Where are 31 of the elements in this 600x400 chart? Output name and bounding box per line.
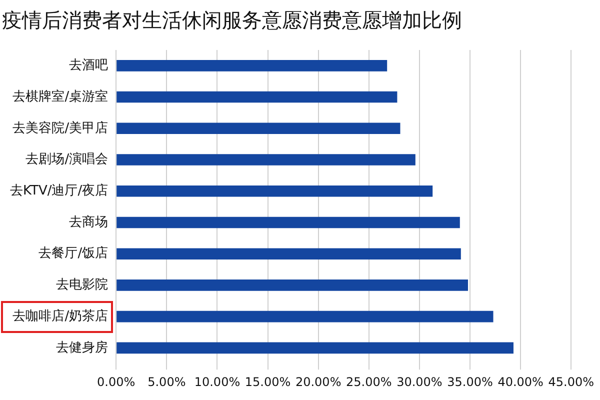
x-tick-label: 10.00%	[194, 374, 240, 389]
y-tick-label: 去电影院	[56, 278, 108, 293]
bar	[116, 342, 514, 354]
y-tick-label: 去健身房	[56, 339, 108, 356]
x-tick-label: 5.00%	[148, 374, 186, 389]
bar	[116, 185, 433, 197]
bar	[116, 154, 416, 166]
x-tick-label: 25.00%	[346, 374, 392, 389]
chart-title: 疫情后消费者对生活休闲服务意愿消费意愿增加比例	[2, 8, 462, 32]
y-tick-label: 去棋牌室/桌游室	[12, 88, 108, 104]
y-tick-label: 去餐厅/饭店	[38, 245, 108, 262]
x-tick-label: 35.00%	[447, 374, 493, 389]
y-tick-label: 去剧场/演唱会	[26, 152, 108, 168]
bar	[116, 216, 460, 228]
x-tick-label: 40.00%	[498, 374, 544, 389]
bar	[116, 60, 388, 72]
x-tick-label: 20.00%	[295, 374, 342, 389]
x-tick-label: 15.00%	[244, 374, 291, 389]
bar	[116, 280, 468, 291]
x-tick-label: 30.00%	[396, 374, 442, 389]
y-tick-label: 去咖啡店/奶茶店	[12, 308, 108, 324]
y-tick-label: 去美容院/美甲店	[12, 120, 108, 136]
bar	[116, 122, 400, 134]
x-tick-label: 45.00%	[548, 374, 594, 389]
bar	[116, 91, 398, 103]
y-tick-label: 去KTV/迪厅/夜店	[10, 182, 108, 198]
bar	[116, 248, 461, 260]
y-tick-label: 去商场	[69, 214, 108, 230]
bar	[116, 310, 494, 322]
x-tick-label: 0.00%	[97, 374, 136, 389]
y-tick-label: 去酒吧	[69, 58, 108, 74]
